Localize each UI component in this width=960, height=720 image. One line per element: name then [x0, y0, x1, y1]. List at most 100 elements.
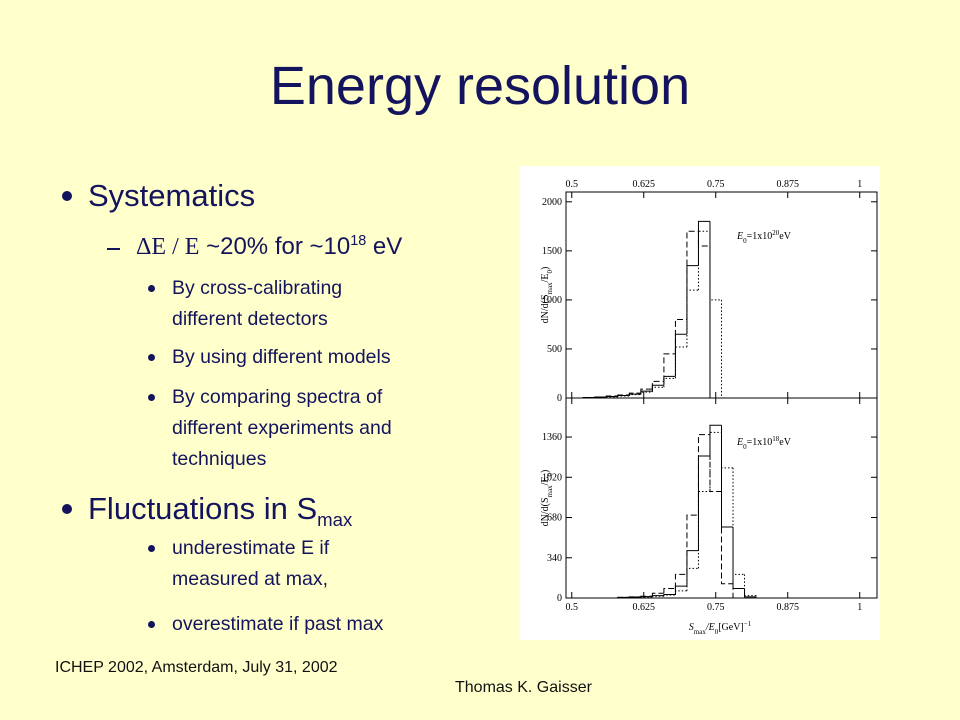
bullet	[148, 354, 155, 361]
slide-title: Energy resolution	[269, 56, 691, 116]
label-part: eV	[779, 437, 791, 448]
item-line: different detectors	[172, 308, 328, 330]
bullet-text: Systematics	[88, 178, 256, 213]
text: Fluctuations in S	[88, 491, 318, 526]
histogram-step	[651, 380, 664, 390]
y-tick-label: 1360	[542, 432, 562, 443]
label-part: 20	[772, 229, 780, 237]
histogram-step	[697, 490, 710, 569]
histogram-step	[617, 395, 630, 397]
label-part: )	[540, 470, 551, 473]
histogram-step	[697, 230, 710, 291]
text: ~20% for ~10	[206, 233, 351, 260]
figure-background	[520, 166, 880, 640]
x-tick-label: 0.625	[633, 602, 656, 613]
label-part: max	[546, 485, 554, 498]
y-tick-label: 340	[547, 553, 562, 564]
bullet	[148, 621, 155, 628]
histogram-step	[721, 491, 734, 585]
item-line: overestimate if past max	[172, 613, 384, 635]
histogram-step	[744, 574, 757, 598]
label-part: /E	[705, 622, 715, 633]
exponent: 18	[350, 233, 367, 249]
histogram-step	[709, 431, 722, 492]
histogram-step	[663, 588, 676, 594]
rich-label: E0=1x1020eV	[736, 229, 792, 245]
label-part: =1x10	[747, 437, 773, 448]
item-line: different experiments and	[172, 417, 392, 439]
label-part: )	[540, 267, 551, 270]
histogram-step	[686, 567, 699, 591]
item-line: By cross-calibrating	[172, 277, 343, 299]
histogram-step	[732, 583, 745, 599]
label-part: =1x10	[747, 231, 773, 242]
bullet	[62, 504, 72, 514]
label-part: /E	[540, 476, 551, 485]
label-part: 0	[546, 269, 554, 273]
x-tick-label: 1	[857, 602, 862, 613]
plot-frame	[565, 397, 878, 599]
label-part: dN/d(S	[540, 497, 551, 526]
item-line: techniques	[172, 448, 267, 470]
histogram-step	[732, 467, 745, 575]
y-tick-label: 680	[547, 513, 562, 524]
item-line: By comparing spectra of	[172, 386, 383, 408]
footer-right: Thomas K. Gaisser	[455, 679, 592, 696]
label-part: 0	[715, 628, 719, 636]
x-tick-label: 0.875	[776, 602, 799, 613]
label-part: 0	[546, 472, 554, 476]
histogram-step	[628, 394, 641, 397]
label-part: eV	[779, 231, 791, 242]
histogram-step	[674, 319, 687, 354]
rich-label: dN/d(Smax/E0)	[540, 267, 554, 324]
x-tick-label: 0.875	[776, 179, 799, 190]
label-part: E	[736, 437, 743, 448]
label-part: 0	[743, 443, 747, 451]
histogram-step	[651, 595, 664, 597]
histogram-step	[709, 245, 722, 399]
sub-bullet: ΔE / E ~20% for ~1018 eV	[136, 233, 402, 261]
bullet-text: Fluctuations in Smax	[88, 491, 352, 531]
item-line: By using different models	[172, 346, 391, 368]
histogram-step	[721, 432, 734, 469]
histogram-step	[651, 386, 664, 393]
x-tick-label: 0.75	[707, 179, 725, 190]
footer-left: ICHEP 2002, Amsterdam, July 31, 2002	[55, 659, 338, 676]
histogram-step	[721, 425, 734, 528]
label-part: E	[736, 231, 743, 242]
y-tick-label: 1020	[542, 472, 562, 483]
label-part: max	[546, 282, 554, 295]
y-tick-label: 2000	[542, 197, 562, 208]
label-part: 0	[743, 237, 747, 245]
x-tick-label: 0.5	[566, 602, 579, 613]
x-tick-label: 1	[857, 179, 862, 190]
x-tick-label: 0.625	[633, 179, 656, 190]
rich-label: E0=1x1018eV	[736, 435, 792, 451]
x-tick-label: 0.5	[566, 179, 579, 190]
bullet	[62, 191, 72, 201]
histogram-step	[663, 594, 676, 597]
y-tick-label: 1000	[542, 295, 562, 306]
histogram-step	[674, 590, 687, 596]
histogram-step	[686, 514, 699, 575]
bullet	[148, 285, 155, 292]
label-part: 18	[772, 435, 780, 443]
dash	[107, 248, 120, 250]
item-line: measured at max,	[172, 568, 329, 590]
rich-label: dN/d(Smax/E0)	[540, 470, 554, 527]
unit: eV	[372, 233, 403, 260]
y-tick-label: 1500	[542, 246, 562, 257]
label-part: /E	[540, 273, 551, 282]
bullet	[148, 394, 155, 401]
item-line: underestimate E if	[172, 537, 330, 559]
symbol: ΔE / E	[136, 234, 200, 260]
histogram-step	[640, 388, 653, 394]
y-tick-label: 0	[557, 393, 562, 404]
y-tick-label: 0	[557, 593, 562, 604]
x-tick-label: 0.75	[707, 602, 725, 613]
y-tick-label: 500	[547, 344, 562, 355]
subscript: max	[317, 509, 353, 531]
rich-label: Smax/E0[GeV]−1	[689, 620, 752, 636]
